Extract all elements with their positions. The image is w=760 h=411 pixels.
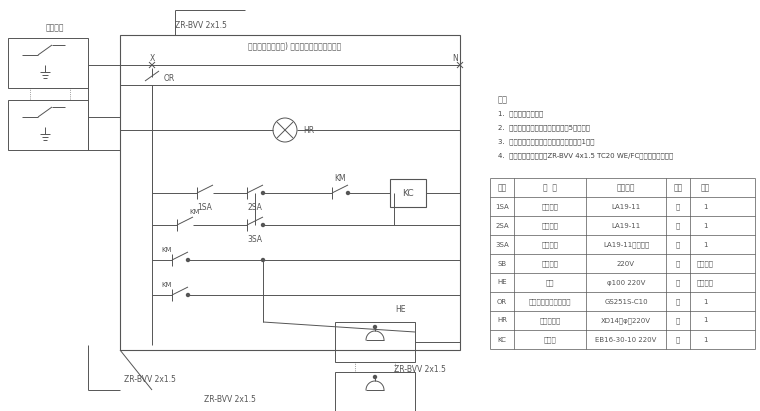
Text: 4.  警电及被被被被被桥ZR-BVV 4x1.5 TC20 WE/FC穿墙防水管敷设。: 4. 警电及被被被被被桥ZR-BVV 4x1.5 TC20 WE/FC穿墙防水管… [498, 153, 673, 159]
Text: 个: 个 [676, 222, 680, 229]
Text: 个: 个 [676, 279, 680, 286]
Text: 3SA: 3SA [495, 242, 509, 247]
Bar [8, 38, 88, 88]
Text: 型号规格: 型号规格 [617, 183, 635, 192]
Text: KM: KM [190, 209, 200, 215]
Text: 名  称: 名 称 [543, 183, 557, 192]
Text: LA19-11（带锁）: LA19-11（带锁） [603, 241, 649, 248]
Text: HR: HR [303, 125, 314, 134]
Text: X: X [150, 53, 154, 62]
Bar [335, 322, 415, 362]
Text: 数量: 数量 [701, 183, 710, 192]
Text: 1SA: 1SA [495, 203, 509, 210]
Text: 个: 个 [676, 203, 680, 210]
Text: ZR-BVV 2x1.5: ZR-BVV 2x1.5 [124, 376, 176, 385]
Text: ZR-BVV 2x1.5: ZR-BVV 2x1.5 [175, 21, 227, 30]
Text: KM: KM [162, 247, 173, 253]
Text: KC: KC [402, 189, 413, 198]
Text: 说明: 说明 [498, 95, 508, 104]
Circle shape [347, 192, 350, 194]
Text: 同消火栓: 同消火栓 [696, 279, 714, 286]
Text: ZR-BVV 2x1.5: ZR-BVV 2x1.5 [204, 395, 256, 404]
Text: 220V: 220V [617, 261, 635, 266]
Text: 同消火栓: 同消火栓 [696, 260, 714, 267]
Text: 停止按钮: 停止按钮 [541, 203, 559, 210]
Text: 警铃: 警铃 [546, 279, 554, 286]
Text: 帘门、帘流、帘柜) 备手灯及装置柜门上安装: 帘门、帘流、帘柜) 备手灯及装置柜门上安装 [249, 42, 342, 51]
Text: 单位: 单位 [673, 183, 682, 192]
Circle shape [186, 293, 189, 296]
Text: φ100 220V: φ100 220V [606, 279, 645, 286]
Bar [335, 372, 415, 411]
Bar [8, 100, 88, 150]
Circle shape [261, 259, 264, 261]
Text: 3.  根据消防规范警铃在每个消火栓的各组1个。: 3. 根据消防规范警铃在每个消火栓的各组1个。 [498, 139, 594, 145]
Text: HR: HR [497, 318, 507, 323]
Text: OR: OR [164, 74, 176, 83]
Text: 被被装板: 被被装板 [46, 23, 65, 32]
Text: LA19-11: LA19-11 [611, 203, 641, 210]
Text: 2.  控制箱须在水泵控制箱处，距柜5米杆距。: 2. 控制箱须在水泵控制箱处，距柜5米杆距。 [498, 125, 590, 131]
Text: GS251S-C10: GS251S-C10 [604, 298, 648, 305]
Circle shape [373, 376, 376, 379]
Text: LA19-11: LA19-11 [611, 222, 641, 229]
Circle shape [186, 259, 189, 261]
Text: 断路器（带漏电保护）: 断路器（带漏电保护） [529, 298, 572, 305]
Bar [120, 35, 460, 350]
Text: KM: KM [162, 282, 173, 288]
Text: 个: 个 [676, 260, 680, 267]
Text: 1: 1 [703, 242, 708, 247]
Text: 符号: 符号 [497, 183, 507, 192]
Text: 接触器: 接触器 [543, 336, 556, 343]
Text: 个: 个 [676, 298, 680, 305]
Text: 1: 1 [703, 318, 708, 323]
Text: EB16-30-10 220V: EB16-30-10 220V [595, 337, 657, 342]
Text: 3SA: 3SA [248, 235, 262, 243]
Text: 1: 1 [703, 298, 708, 305]
Text: OR: OR [497, 298, 507, 305]
Text: KM: KM [334, 173, 346, 182]
Text: HE: HE [395, 305, 406, 314]
Text: 个: 个 [676, 336, 680, 343]
Text: 个: 个 [676, 241, 680, 248]
Text: 电源指示灯: 电源指示灯 [540, 317, 561, 324]
Text: 启动按钮: 启动按钮 [541, 222, 559, 229]
Bar [390, 179, 426, 207]
Text: KC: KC [498, 337, 506, 342]
Text: ZR-BVV 2x1.5: ZR-BVV 2x1.5 [394, 365, 446, 374]
Circle shape [261, 224, 264, 226]
Text: 1: 1 [703, 203, 708, 210]
Text: N: N [452, 53, 458, 62]
Text: 1: 1 [703, 222, 708, 229]
Text: 消音按钮: 消音按钮 [541, 241, 559, 248]
Text: HE: HE [497, 279, 507, 286]
Text: 1.  增加火灾漏警装备: 1. 增加火灾漏警装备 [498, 111, 543, 117]
Text: XD14（φ）220V: XD14（φ）220V [601, 317, 651, 324]
Text: 2SA: 2SA [496, 222, 508, 229]
Text: 2SA: 2SA [248, 203, 262, 212]
Text: SB: SB [498, 261, 507, 266]
Text: 1: 1 [703, 337, 708, 342]
Circle shape [261, 192, 264, 194]
Text: 被被按钮: 被被按钮 [541, 260, 559, 267]
Text: 1SA: 1SA [198, 203, 213, 212]
Text: 个: 个 [676, 317, 680, 324]
Circle shape [373, 326, 376, 328]
